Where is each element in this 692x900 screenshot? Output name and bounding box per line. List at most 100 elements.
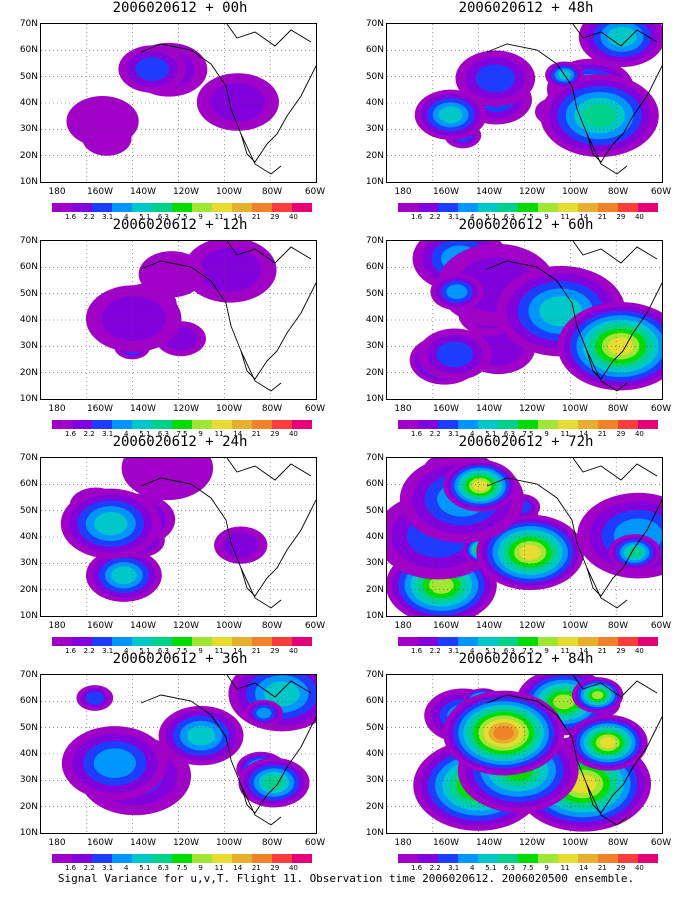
colorbar-tick-label: 2.2 [429, 647, 441, 655]
colorbar-swatch [72, 420, 92, 429]
latitude-label: 40N [19, 315, 38, 325]
colorbar-tick-label: 7.5 [522, 430, 534, 438]
colorbar-swatch [132, 203, 152, 212]
variance-contour [222, 532, 259, 558]
colorbar-tick-label: 6.3 [503, 430, 515, 438]
longitude-label: 120W [172, 621, 200, 631]
longitude-label: 140W [129, 187, 157, 197]
colorbar-swatch [192, 637, 212, 646]
variance-contour [582, 103, 617, 128]
colorbar-tick-label: 1.6 [410, 864, 423, 872]
colorbar-swatch [438, 854, 458, 863]
colorbar-swatch [478, 203, 498, 212]
latitude-label: 30N [365, 558, 384, 569]
longitude-label: 80W [261, 621, 283, 631]
latitude-label: 50N [365, 288, 384, 299]
map-panel: 2006020612 + 48h 70N 60N 50N 40N 30N 20N 10N 180… [346, 0, 671, 221]
variance-contour [210, 82, 266, 122]
colorbar-tick-label: 1.6 [64, 864, 77, 872]
colorbar-tick-label: 1.6 [410, 213, 423, 221]
latitude-label: 20N [365, 584, 384, 595]
colorbar-tick-label: 40 [288, 647, 298, 655]
longitude-label: 60W [650, 187, 672, 197]
variance-contour [475, 64, 516, 93]
colorbar-ticks: 1.6 2.2 3.1 4 5.1 6.3 7.5 9 11 14 21 29 40 [52, 864, 312, 872]
colorbar-swatch [272, 420, 292, 429]
colorbar-tick-label: 9 [198, 864, 203, 872]
colorbar-tick-label: 21 [251, 213, 261, 221]
longitude-label: 120W [172, 838, 200, 848]
colorbar-tick-label: 2.2 [83, 430, 95, 438]
variance-contour [186, 725, 216, 746]
latitude-label: 60N [365, 262, 384, 273]
colorbar-tick-label: 4 [470, 430, 475, 438]
variance-contour [553, 694, 575, 710]
colorbar-swatch [398, 420, 418, 429]
longitude-label: 80W [607, 838, 629, 848]
colorbar-tick-label: 40 [634, 864, 644, 872]
colorbar-tick-label: 11 [214, 430, 224, 438]
coastline [486, 260, 662, 380]
longitude-label: 180 [48, 838, 66, 848]
longitude-label: 140W [475, 187, 503, 197]
colorbar-tick-label: 4 [124, 430, 129, 438]
colorbar-swatch [598, 203, 618, 212]
longitude-label: 120W [518, 621, 546, 631]
colorbar-tick-label: 9 [544, 647, 549, 655]
latitude-label: 70N [365, 19, 384, 29]
colorbar-tick-label: 7.5 [522, 647, 534, 655]
latitude-label: 40N [19, 749, 38, 759]
colorbar-swatch [212, 203, 232, 212]
colorbar-tick-label: 7.5 [176, 430, 188, 438]
colorbar-swatch [398, 203, 418, 212]
colorbar-tick-label: 2.2 [83, 213, 95, 221]
colorbar-swatch [578, 637, 598, 646]
colorbar-tick-label: 40 [634, 430, 644, 438]
latitude-label: 20N [365, 150, 384, 161]
longitude-label: 80W [261, 838, 283, 848]
colorbar-swatch [458, 203, 478, 212]
colorbar-tick-label: 5.1 [139, 430, 151, 438]
colorbar-tick-label: 29 [616, 213, 626, 221]
colorbar-swatch [638, 203, 658, 212]
colorbar-swatch [638, 420, 658, 429]
coastline [586, 350, 628, 392]
colorbar-swatch [538, 854, 558, 863]
panel-title: 2006020612 + 12h [112, 217, 248, 233]
variance-contour [608, 337, 634, 355]
latitude-label: 60N [19, 696, 38, 707]
colorbar [398, 854, 658, 863]
longitude-label: 60W [304, 838, 326, 848]
colorbar-swatch [152, 637, 172, 646]
colorbar-tick-label: 4 [470, 864, 475, 872]
longitude-label: 80W [261, 187, 283, 197]
colorbar-tick-label: 9 [198, 213, 203, 221]
latitude-label: 70N [365, 670, 384, 680]
coastline [226, 24, 312, 47]
latitude-label: 20N [365, 367, 384, 378]
map-area [40, 674, 317, 834]
longitude-label: 60W [304, 404, 326, 414]
map-panel: 2006020612 + 60h 70N 60N 50N 40N 30N 20N 10N 180… [346, 217, 671, 438]
colorbar-tick-label: 3.1 [448, 430, 460, 438]
latitude-label: 50N [365, 71, 384, 82]
latitude-label: 30N [365, 124, 384, 135]
colorbar-swatch [418, 854, 438, 863]
latitude-label: 20N [365, 801, 384, 812]
coastline [486, 694, 662, 814]
colorbar-swatch [212, 420, 232, 429]
colorbar-tick-label: 9 [544, 213, 549, 221]
coastline [572, 458, 658, 481]
longitude-label: 140W [129, 621, 157, 631]
latitude-label: 10N [365, 611, 384, 621]
colorbar [398, 203, 658, 212]
colorbar-tick-label: 40 [288, 864, 298, 872]
colorbar-tick-label: 40 [634, 213, 644, 221]
colorbar-swatch [578, 854, 598, 863]
latitude-label: 20N [19, 584, 38, 595]
colorbar-swatch [272, 637, 292, 646]
variance-contour [264, 681, 300, 707]
colorbar-swatch [518, 637, 538, 646]
colorbar-tick-label: 29 [616, 647, 626, 655]
colorbar-swatch [212, 854, 232, 863]
